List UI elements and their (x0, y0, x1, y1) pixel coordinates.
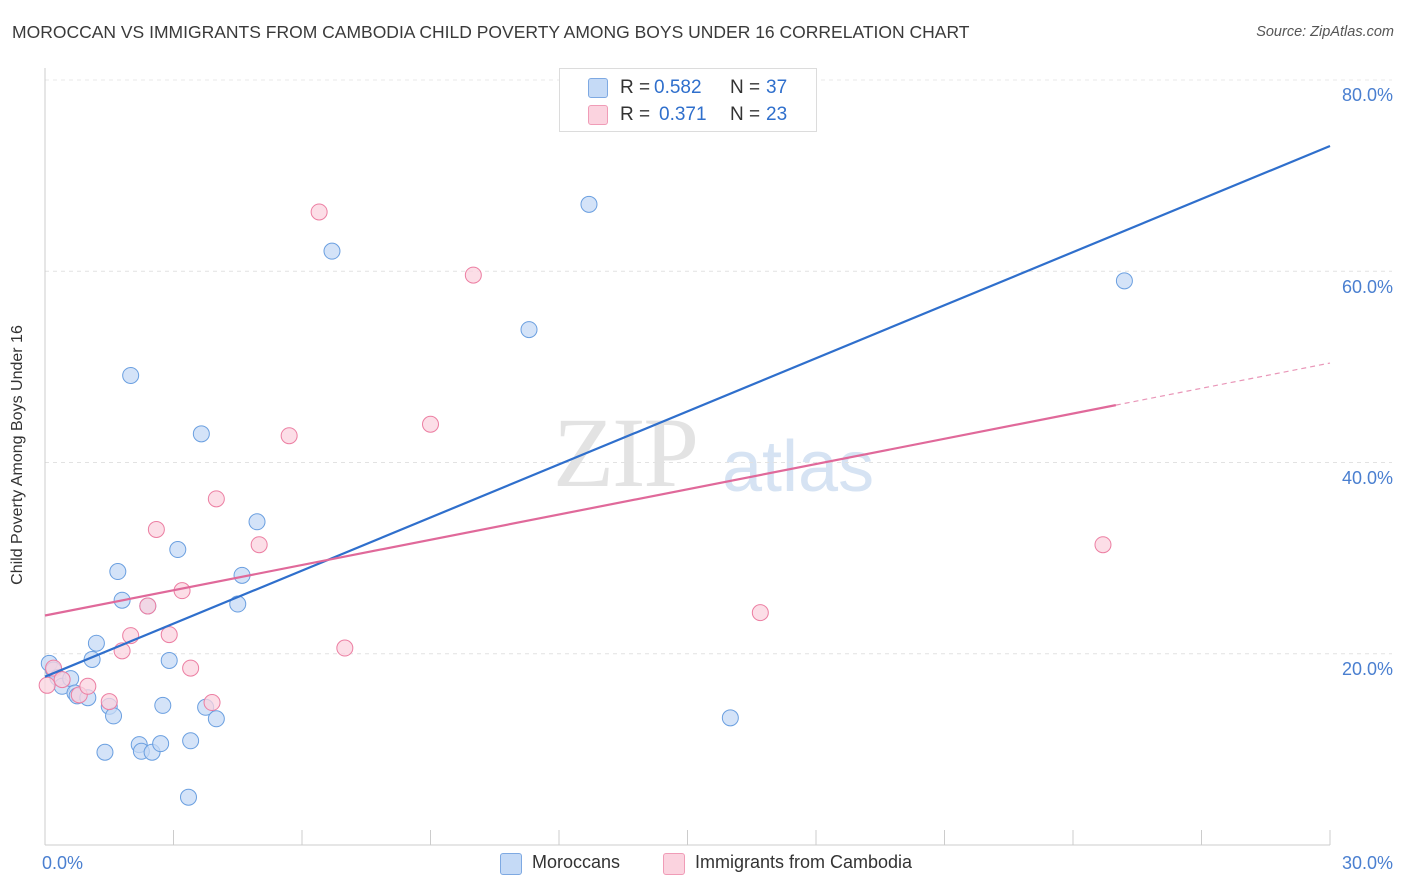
legend-n-value: 23 (766, 104, 788, 125)
point-cambodia (182, 659, 200, 677)
point-moroccans (105, 707, 123, 725)
point-cambodia (100, 693, 118, 711)
point-moroccans (96, 743, 114, 761)
point-moroccans (160, 651, 178, 669)
point-moroccans (207, 710, 225, 728)
point-moroccans (1115, 272, 1133, 290)
bottom-legend-swatch-moroccans (500, 853, 522, 875)
point-cambodia (203, 694, 221, 712)
legend-swatch-cambodia (588, 105, 608, 125)
trend-line-cambodia-extension (1115, 362, 1331, 406)
legend-r-value: 0.371 (659, 104, 707, 125)
x-tick-label-max: 30.0% (1341, 853, 1393, 873)
legend-r-label: R = (620, 77, 651, 98)
y-tick-label-40: 40.0% (1341, 468, 1393, 488)
legend-n-label: N = (730, 104, 761, 125)
point-cambodia (751, 604, 769, 622)
legend-swatch-moroccans (588, 78, 608, 98)
point-moroccans (152, 735, 170, 753)
point-cambodia (147, 520, 165, 538)
point-cambodia (53, 671, 71, 689)
point-cambodia (139, 597, 157, 615)
y-tick-label-60: 60.0% (1341, 277, 1393, 297)
trend-line-moroccans (44, 144, 1331, 678)
point-moroccans (87, 634, 105, 652)
point-moroccans (122, 366, 140, 384)
point-cambodia (250, 536, 268, 554)
point-cambodia (310, 203, 328, 221)
point-cambodia (160, 626, 178, 644)
point-moroccans (169, 541, 187, 559)
point-cambodia (1094, 536, 1112, 554)
x-tick-label-min: 0.0% (42, 853, 84, 873)
point-moroccans (520, 321, 538, 339)
bottom-legend-label-cambodia: Immigrants from Cambodia (695, 852, 913, 872)
point-moroccans (248, 513, 266, 531)
legend-n-value: 37 (766, 77, 788, 98)
point-cambodia (336, 639, 354, 657)
point-cambodia (207, 490, 225, 508)
legend-r-value: 0.582 (654, 77, 702, 98)
point-moroccans (179, 788, 197, 806)
point-cambodia (38, 676, 56, 694)
point-moroccans (154, 696, 172, 714)
point-moroccans (182, 732, 200, 750)
y-tick-label-20: 20.0% (1341, 659, 1393, 679)
point-cambodia (280, 427, 298, 445)
bottom-legend-swatch-cambodia (663, 853, 685, 875)
trend-line-cambodia (44, 404, 1117, 617)
point-moroccans (109, 563, 127, 581)
point-moroccans (192, 425, 210, 443)
point-cambodia (422, 415, 439, 433)
y-tick-label-80: 80.0% (1341, 85, 1393, 105)
point-moroccans (721, 709, 739, 727)
source-label: Source: ZipAtlas.com (1256, 24, 1394, 40)
point-cambodia (464, 266, 482, 284)
correlation-legend: R = 0.582 N = 37 R = 0.371 N = 23 (559, 68, 817, 132)
bottom-legend-label-moroccans: Moroccans (532, 852, 621, 872)
point-moroccans (580, 195, 598, 213)
legend-n-label: N = (730, 77, 761, 98)
chart-title: MOROCCAN VS IMMIGRANTS FROM CAMBODIA CHI… (12, 22, 970, 42)
legend-r-label: R = (620, 104, 651, 125)
point-cambodia (79, 677, 97, 695)
y-axis-label: Child Poverty Among Boys Under 16 (9, 325, 26, 585)
point-moroccans (323, 242, 341, 260)
